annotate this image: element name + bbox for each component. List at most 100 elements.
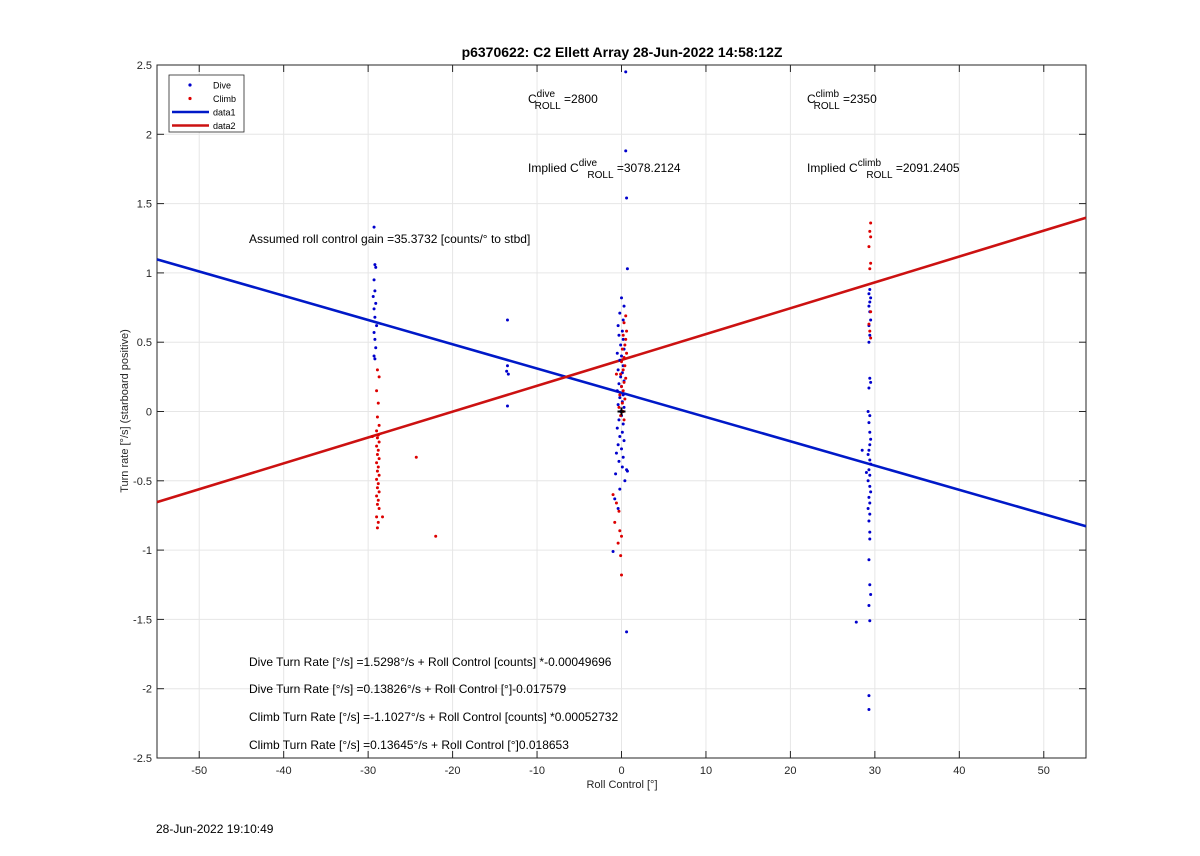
annotation-implied-climb: Implied Cclimb ROLL =2091.2405 xyxy=(807,158,960,181)
climb-point xyxy=(623,343,627,347)
dive-point xyxy=(867,694,871,698)
climb-point xyxy=(375,515,379,519)
climb-point xyxy=(375,494,379,498)
legend-marker-climb xyxy=(188,96,192,101)
climb-point xyxy=(375,486,379,490)
dive-point xyxy=(625,267,629,271)
climb-point xyxy=(376,448,380,452)
annotation-eq4: Climb Turn Rate [°/s] =0.13645°/s + Roll… xyxy=(249,738,569,752)
dive-point xyxy=(864,470,868,474)
climb-point xyxy=(375,389,379,393)
y-tick-label: -1 xyxy=(142,545,152,557)
climb-point xyxy=(376,401,380,405)
climb-point xyxy=(624,314,628,318)
dive-point xyxy=(625,469,629,473)
fit-line-data1 xyxy=(156,258,1087,528)
dive-point xyxy=(615,351,619,355)
dive-point xyxy=(866,507,870,511)
dive-point xyxy=(869,437,873,441)
y-tick-label: -2 xyxy=(142,684,152,696)
climb-point xyxy=(375,415,379,419)
climb-point xyxy=(620,534,623,538)
y-axis-label: Turn rate [°/s] (starboard positive) xyxy=(119,329,131,493)
dive-point xyxy=(616,443,620,447)
climb-point xyxy=(868,267,872,271)
climb-point xyxy=(434,534,438,538)
fit-line-data2 xyxy=(156,216,1087,504)
x-tick-label: 0 xyxy=(618,765,624,777)
dive-point xyxy=(866,452,870,456)
dive-point xyxy=(867,707,871,711)
dive-point xyxy=(373,357,377,361)
dive-point xyxy=(867,519,871,523)
dive-point xyxy=(616,324,620,328)
x-tick-label: -10 xyxy=(529,765,545,777)
dive-point xyxy=(868,443,872,447)
climb-point xyxy=(620,347,624,351)
dive-point xyxy=(869,380,873,384)
legend: Dive Climb data1 data2 xyxy=(168,74,245,133)
dive-point xyxy=(619,343,623,347)
dive-point xyxy=(854,620,858,624)
climb-point xyxy=(620,360,623,364)
climb-point xyxy=(867,322,871,326)
dive-point xyxy=(868,512,872,516)
y-tick-label: -1.5 xyxy=(133,614,152,626)
dive-point xyxy=(860,448,864,452)
dive-point xyxy=(375,324,379,328)
dive-point xyxy=(867,468,871,472)
climb-point xyxy=(375,368,379,372)
climb-point xyxy=(623,397,627,401)
dive-point xyxy=(869,318,873,322)
climb-point xyxy=(375,444,379,448)
x-tick-label: -20 xyxy=(445,765,461,777)
x-tick-label: -40 xyxy=(276,765,292,777)
dive-point xyxy=(868,537,872,541)
dive-point xyxy=(869,592,873,596)
climb-point xyxy=(868,329,872,333)
dive-point xyxy=(373,289,377,293)
climb-point xyxy=(611,493,615,497)
annotation-eq2: Dive Turn Rate [°/s] =0.13826°/s + Roll … xyxy=(249,682,567,696)
dive-point xyxy=(616,368,620,372)
dive-point xyxy=(867,495,871,499)
dive-point xyxy=(869,296,873,300)
annotation-eq1: Dive Turn Rate [°/s] =1.5298°/s + Roll C… xyxy=(249,655,612,669)
dive-point xyxy=(624,70,628,74)
dive-point xyxy=(505,364,509,368)
dive-point xyxy=(616,507,620,511)
climb-point xyxy=(622,418,626,422)
dive-point xyxy=(618,434,622,438)
climb-point xyxy=(613,520,617,524)
dive-point xyxy=(374,346,378,350)
dive-point xyxy=(868,333,872,337)
climb-point xyxy=(376,520,380,524)
climb-point xyxy=(625,351,629,355)
dive-point xyxy=(621,455,625,459)
dive-point xyxy=(625,196,629,200)
legend-label-data1: data1 xyxy=(213,108,236,118)
footer-timestamp: 28-Jun-2022 19:10:49 xyxy=(156,822,274,836)
dive-point xyxy=(866,479,870,483)
line-layer xyxy=(156,216,1087,528)
x-tick-label: 50 xyxy=(1038,765,1050,777)
dive-point xyxy=(621,422,625,426)
y-tick-label: 0.5 xyxy=(137,337,152,349)
dive-point xyxy=(867,386,871,390)
marker-layer xyxy=(617,407,626,416)
x-tick-label: 20 xyxy=(784,765,796,777)
climb-point xyxy=(377,507,381,511)
legend-label-data2: data2 xyxy=(213,121,236,131)
annotation-layer: Cdive ROLL =2800 Cclimb ROLL =2350 Implied C… xyxy=(528,89,960,181)
dive-point xyxy=(620,354,623,358)
y-tick-label: 1.5 xyxy=(137,199,152,211)
climb-point xyxy=(623,364,627,368)
dive-point xyxy=(372,278,376,282)
tick-layer: -50 -40 -30 -20 -10 0 10 20 30 40 50-2.5-2-1.5-1-0… xyxy=(133,60,1086,777)
climb-point xyxy=(614,501,618,505)
climb-point xyxy=(375,452,379,456)
dive-point xyxy=(620,296,623,300)
dive-point xyxy=(371,294,375,298)
dive-point xyxy=(372,225,376,229)
dive-point xyxy=(615,389,619,393)
